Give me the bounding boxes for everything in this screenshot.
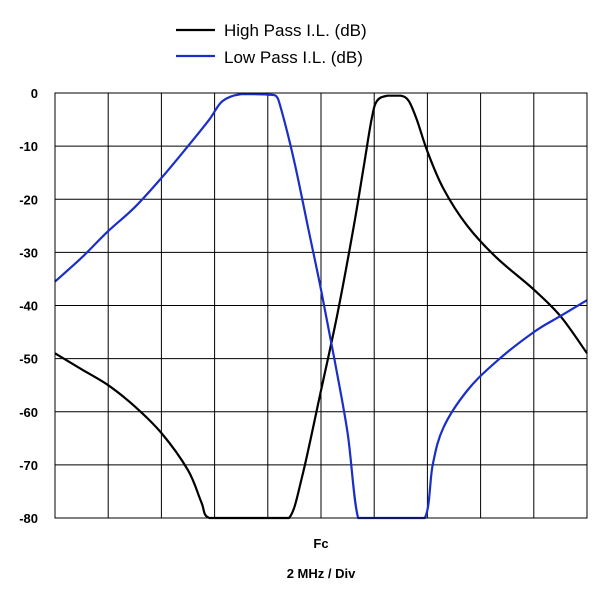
y-tick-label: 0 xyxy=(31,86,38,101)
y-tick-label: -30 xyxy=(19,245,38,260)
y-tick-label: -70 xyxy=(19,458,38,473)
legend-label-high-pass: High Pass I.L. (dB) xyxy=(224,21,367,40)
series-lines xyxy=(54,93,588,520)
plot-frame xyxy=(54,92,588,519)
y-tick-label: -40 xyxy=(19,299,38,314)
y-axis-ticks: 0 -10 -20 -30 -40 -50 -60 -70 -80 xyxy=(19,86,38,526)
legend: High Pass I.L. (dB) Low Pass I.L. (dB) xyxy=(176,21,367,67)
x-axis-center-label: Fc xyxy=(313,536,328,551)
low-pass-series-line xyxy=(54,93,588,520)
y-tick-label: -20 xyxy=(19,192,38,207)
y-tick-label: -10 xyxy=(19,139,38,154)
y-tick-label: -80 xyxy=(19,511,38,526)
y-tick-label: -50 xyxy=(19,352,38,367)
y-tick-label: -60 xyxy=(19,405,38,420)
x-axis-scale-label: 2 MHz / Div xyxy=(287,566,356,581)
legend-label-low-pass: Low Pass I.L. (dB) xyxy=(224,48,363,67)
high-pass-series-line xyxy=(54,94,588,520)
